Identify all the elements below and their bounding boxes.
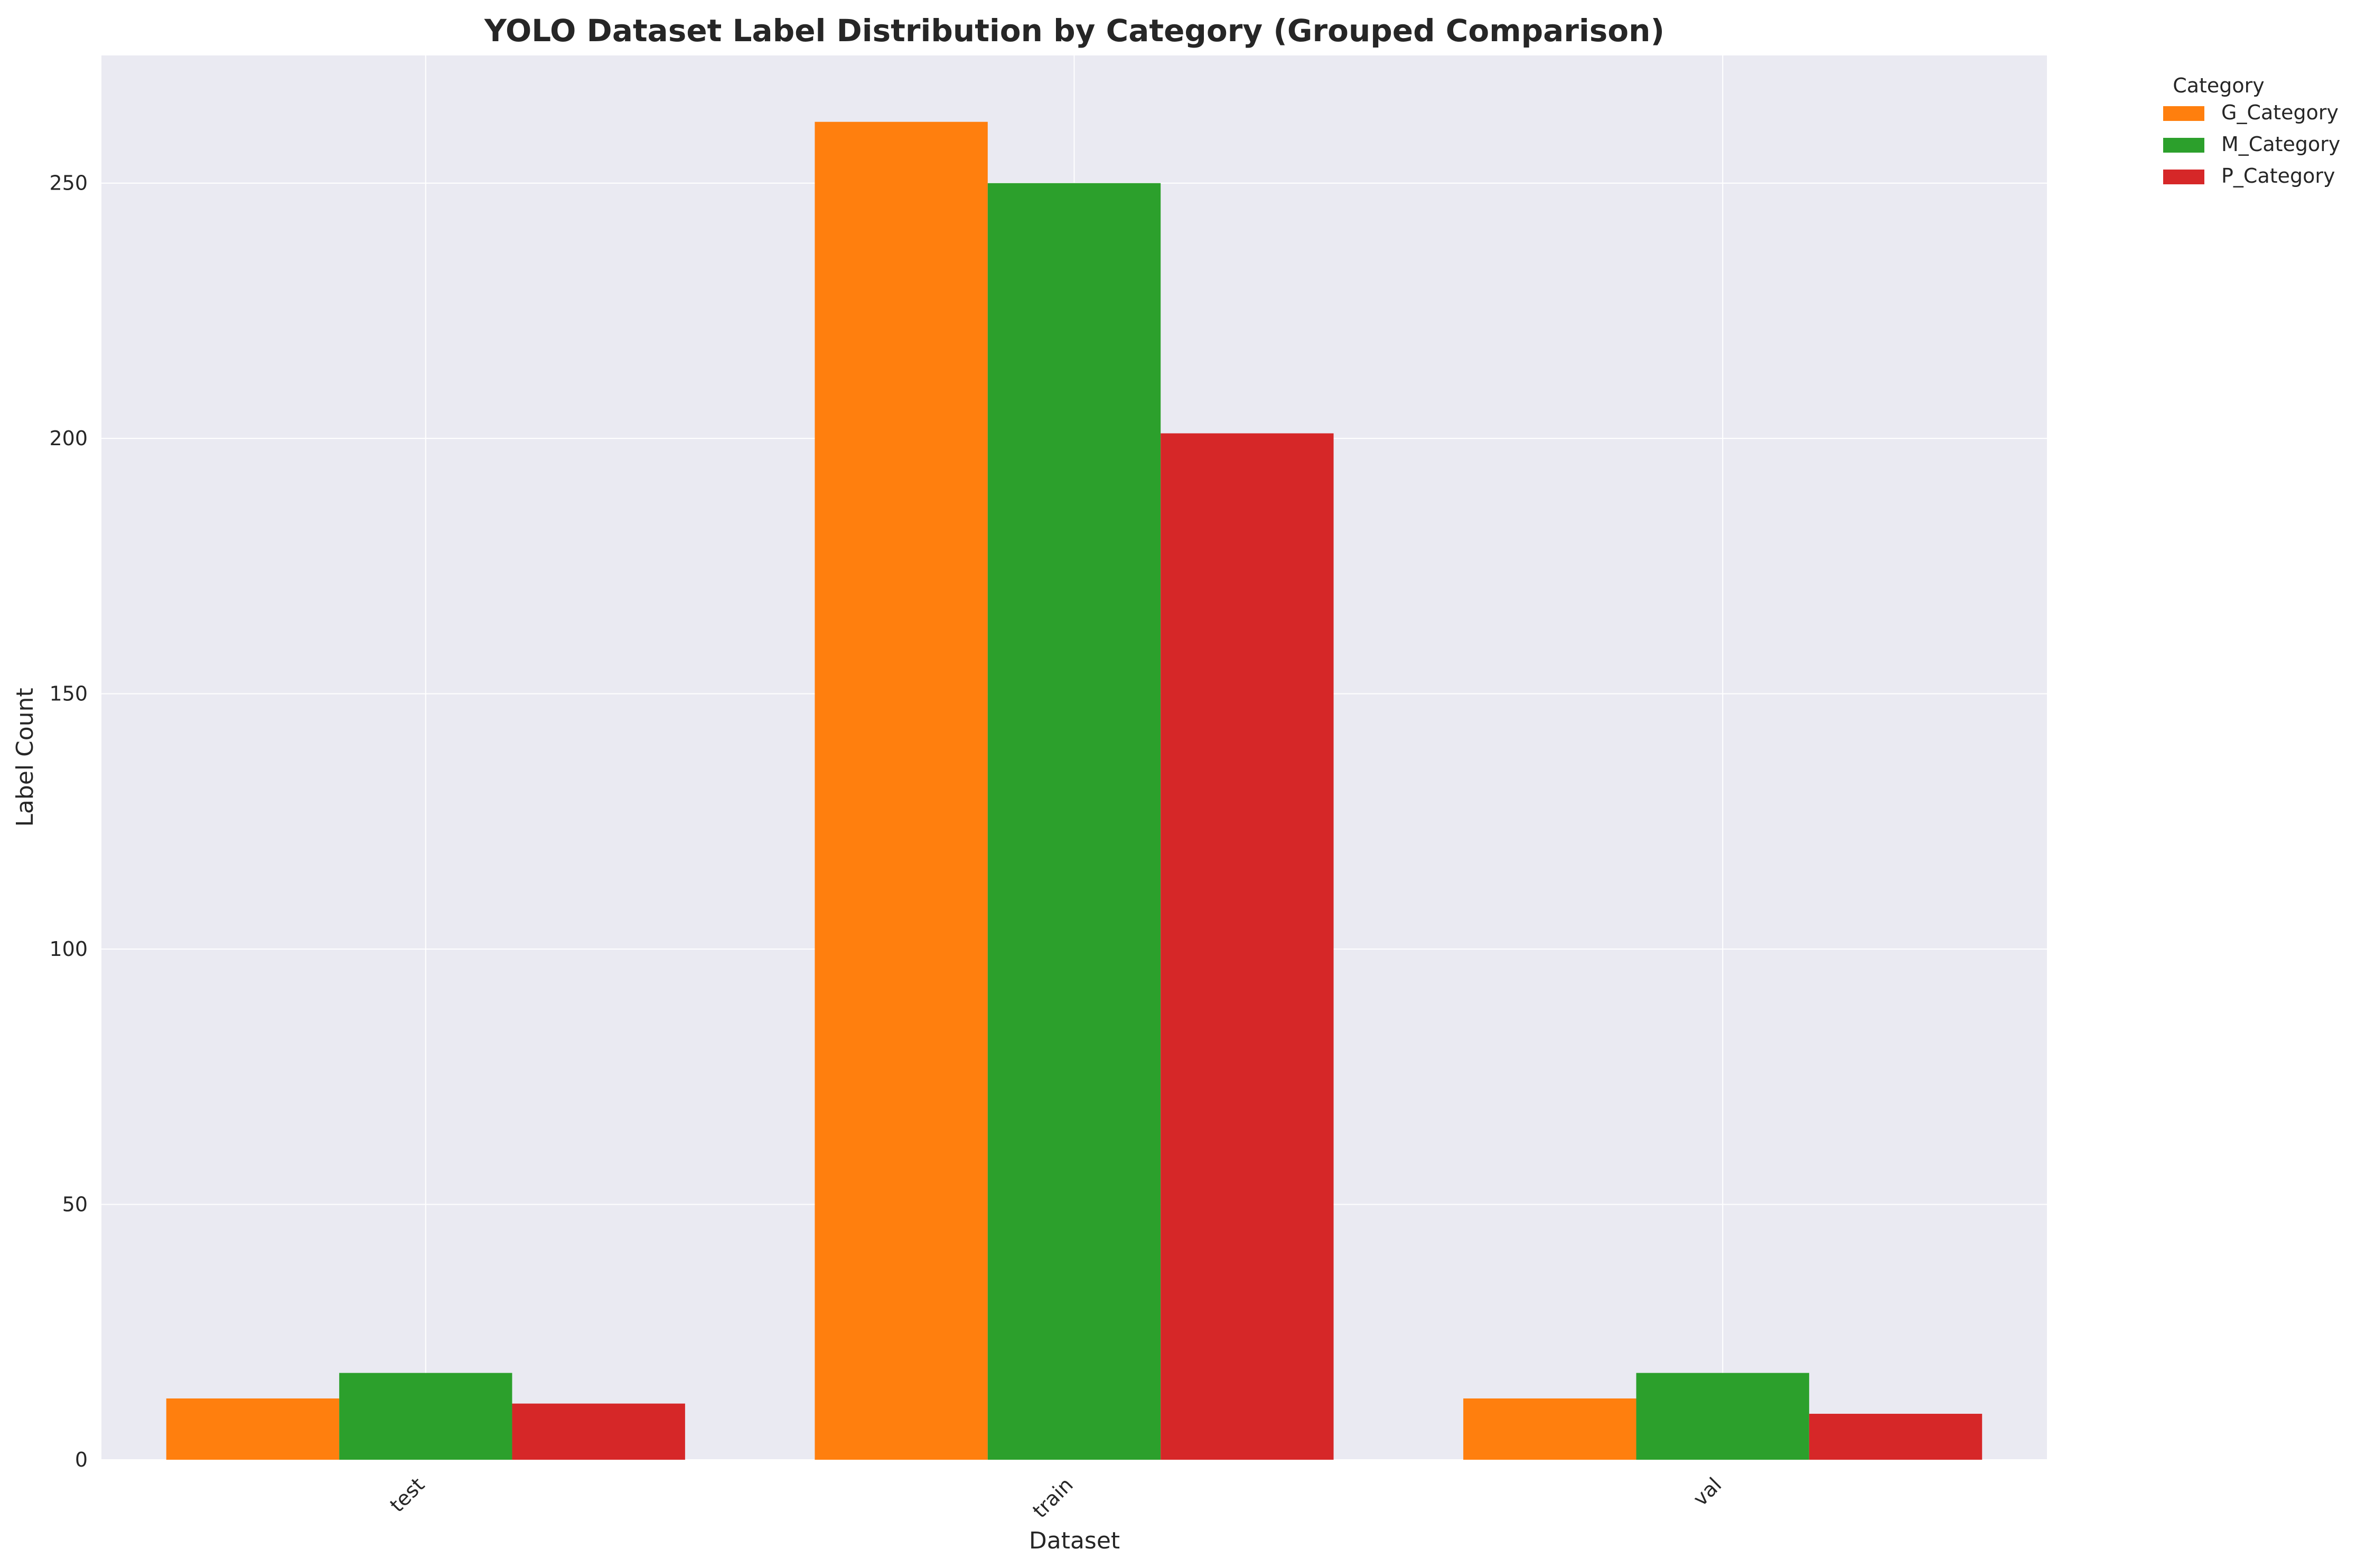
bar-val-P_Category	[1809, 1413, 1982, 1460]
legend-title: Category	[2173, 74, 2265, 97]
legend-swatch-P_Category	[2163, 170, 2204, 184]
bar-train-G_Category	[815, 121, 988, 1460]
y-axis-label: Label Count	[12, 688, 39, 827]
x-axis-label: Dataset	[1029, 1527, 1120, 1554]
bars	[166, 121, 1982, 1460]
y-tick-label-1: 50	[62, 1193, 88, 1216]
y-tick-label-5: 250	[49, 172, 88, 195]
bar-train-P_Category	[1161, 433, 1334, 1460]
bar-val-M_Category	[1636, 1373, 1809, 1460]
bar-train-M_Category	[987, 183, 1161, 1460]
legend-swatch-M_Category	[2163, 138, 2204, 153]
bar-val-G_Category	[1463, 1398, 1636, 1460]
chart-title: YOLO Dataset Label Distribution by Categ…	[484, 13, 1664, 49]
bar-test-M_Category	[339, 1373, 512, 1460]
y-axis-ticks: 0 50 100 150 200 250	[49, 172, 88, 1471]
legend-swatch-G_Category	[2163, 106, 2204, 121]
legend: Category G_Category M_Category P_Category	[2163, 74, 2340, 187]
legend-label-P_Category: P_Category	[2221, 164, 2335, 187]
y-tick-label-4: 200	[49, 427, 88, 450]
legend-label-M_Category: M_Category	[2221, 133, 2340, 156]
bar-test-P_Category	[512, 1403, 685, 1460]
bar-test-G_Category	[166, 1398, 340, 1460]
legend-label-G_Category: G_Category	[2221, 101, 2339, 124]
y-tick-label-3: 150	[49, 682, 88, 706]
y-tick-label-2: 100	[49, 937, 88, 961]
y-tick-label-0: 0	[75, 1448, 88, 1471]
